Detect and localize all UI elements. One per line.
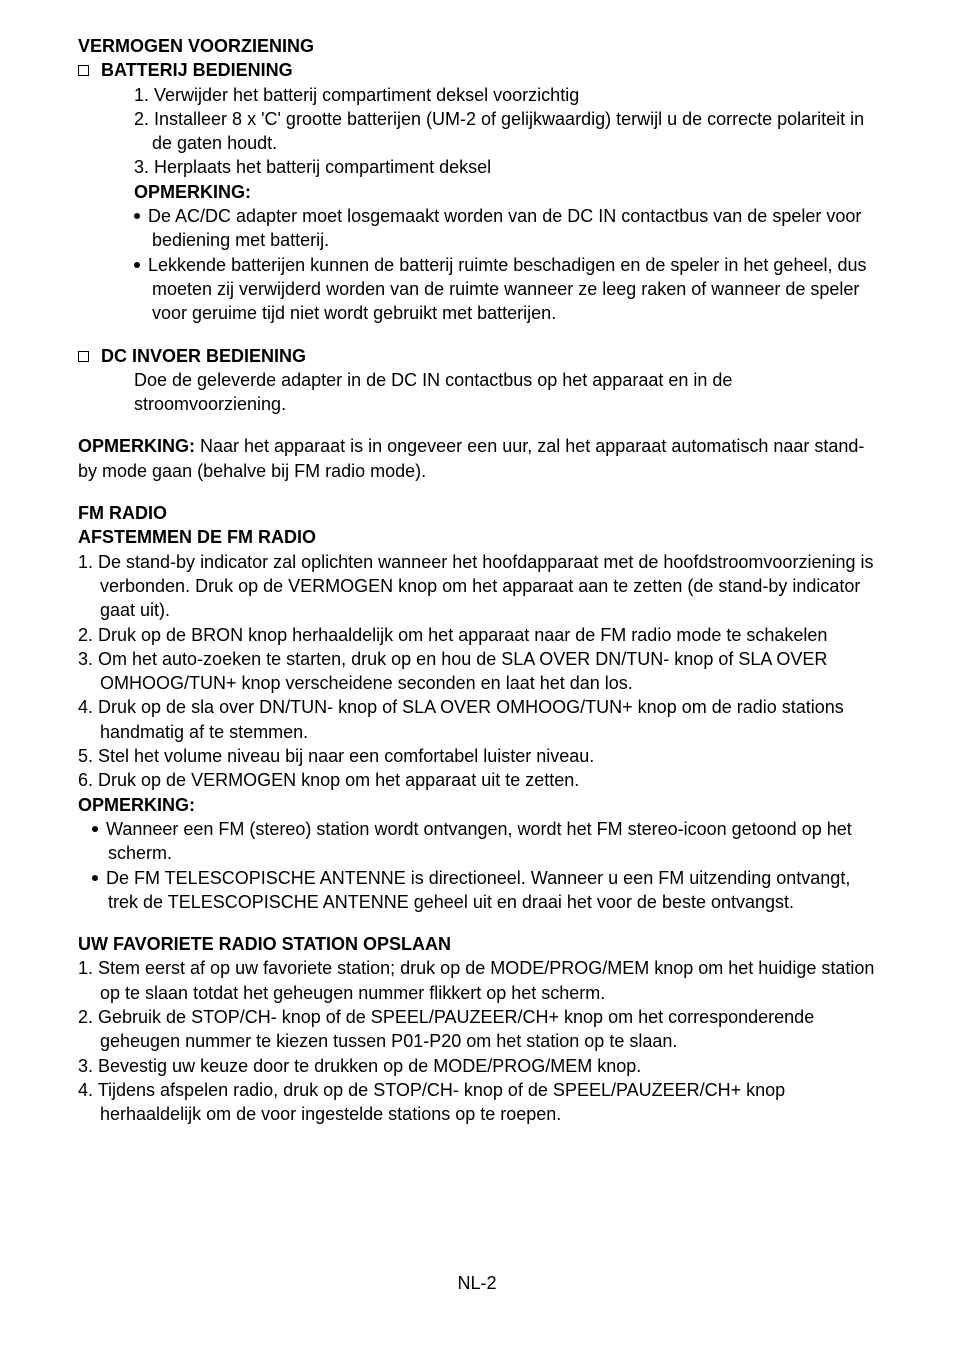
checkbox-bullet-icon — [78, 65, 89, 76]
batt-note-label: OPMERKING: — [78, 180, 876, 204]
batt-note-2-text: Lekkende batterijen kunnen de batterij r… — [148, 255, 867, 324]
tune-step-1: 1. De stand-by indicator zal oplichten w… — [78, 550, 876, 623]
standby-note-label: OPMERKING: — [78, 436, 195, 456]
tune-step-4: 4. Druk op de sla over DN/TUN- knop of S… — [78, 695, 876, 744]
tune-note-2-text: De FM TELESCOPISCHE ANTENNE is direction… — [106, 868, 850, 912]
tune-note-1-text: Wanneer een FM (stereo) station wordt on… — [106, 819, 852, 863]
heading-favoriete: UW FAVORIETE RADIO STATION OPSLAAN — [78, 932, 876, 956]
heading-afstemmen: AFSTEMMEN DE FM RADIO — [78, 525, 876, 549]
batt-note-2: Lekkende batterijen kunnen de batterij r… — [78, 253, 876, 326]
heading-batterij: BATTERIJ BEDIENING — [101, 60, 293, 80]
dc-paragraph: Doe de geleverde adapter in de DC IN con… — [78, 368, 876, 417]
disc-bullet-icon — [134, 213, 140, 219]
standby-note-text: Naar het apparaat is in ongeveer een uur… — [78, 436, 864, 480]
batt-note-1-text: De AC/DC adapter moet losgemaakt worden … — [148, 206, 861, 250]
page: VERMOGEN VOORZIENING BATTERIJ BEDIENING … — [0, 0, 954, 1354]
heading-dc-row: DC INVOER BEDIENING — [78, 344, 876, 368]
heading-fm-radio: FM RADIO — [78, 501, 876, 525]
page-number: NL-2 — [0, 1273, 954, 1294]
tune-step-6: 6. Druk op de VERMOGEN knop om het appar… — [78, 768, 876, 792]
standby-note: OPMERKING: Naar het apparaat is in ongev… — [78, 434, 876, 483]
heading-dc: DC INVOER BEDIENING — [101, 346, 306, 366]
tune-step-2: 2. Druk op de BRON knop herhaaldelijk om… — [78, 623, 876, 647]
heading-vermogen: VERMOGEN VOORZIENING — [78, 34, 876, 58]
heading-batterij-row: BATTERIJ BEDIENING — [78, 58, 876, 82]
disc-bullet-icon — [134, 262, 140, 268]
batt-step-3: 3. Herplaats het batterij compartiment d… — [78, 155, 876, 179]
disc-bullet-icon — [92, 826, 98, 832]
fav-step-2: 2. Gebruik de STOP/CH- knop of de SPEEL/… — [78, 1005, 876, 1054]
disc-bullet-icon — [92, 875, 98, 881]
batt-step-1: 1. Verwijder het batterij compartiment d… — [78, 83, 876, 107]
tune-note-label: OPMERKING: — [78, 793, 876, 817]
batt-note-1: De AC/DC adapter moet losgemaakt worden … — [78, 204, 876, 253]
fav-step-4: 4. Tijdens afspelen radio, druk op de ST… — [78, 1078, 876, 1127]
checkbox-bullet-icon — [78, 351, 89, 362]
fav-step-1: 1. Stem eerst af op uw favoriete station… — [78, 956, 876, 1005]
tune-note-2: De FM TELESCOPISCHE ANTENNE is direction… — [78, 866, 876, 915]
tune-step-5: 5. Stel het volume niveau bij naar een c… — [78, 744, 876, 768]
tune-step-3: 3. Om het auto-zoeken te starten, druk o… — [78, 647, 876, 696]
tune-note-1: Wanneer een FM (stereo) station wordt on… — [78, 817, 876, 866]
batt-step-2: 2. Installeer 8 x 'C' grootte batterijen… — [78, 107, 876, 156]
fav-step-3: 3. Bevestig uw keuze door te drukken op … — [78, 1054, 876, 1078]
